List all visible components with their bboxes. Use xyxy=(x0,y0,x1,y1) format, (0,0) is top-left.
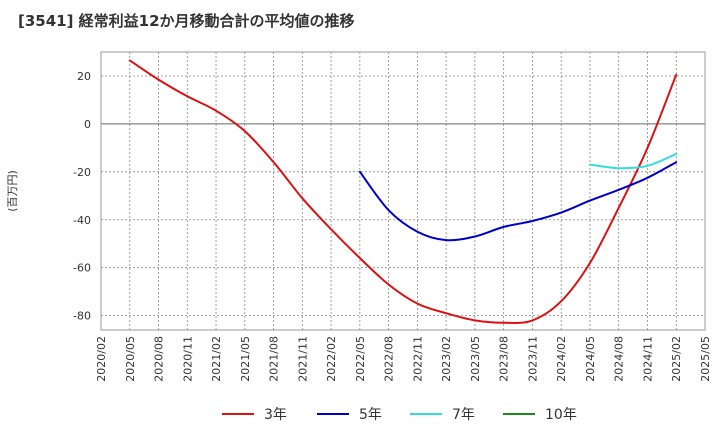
x-tick-label: 2020/08 xyxy=(153,336,166,382)
series-line-1 xyxy=(128,59,678,324)
x-tick-label: 2021/05 xyxy=(239,336,252,382)
x-tick-label: 2020/11 xyxy=(181,336,194,382)
series-lines xyxy=(128,59,678,324)
x-tick-label: 2021/08 xyxy=(268,336,281,382)
x-tick-label: 2021/02 xyxy=(210,336,223,382)
legend-label: 5年 xyxy=(359,407,382,423)
x-tick-label: 2020/05 xyxy=(124,336,137,382)
y-tick-label: -40 xyxy=(73,214,91,227)
x-tick-label: 2025/02 xyxy=(670,336,683,382)
series-line-3 xyxy=(589,152,678,170)
chart-title: [3541] 経常利益12か月移動合計の平均値の推移 xyxy=(18,12,355,30)
legend-label: 3年 xyxy=(264,407,287,423)
axes: 2020/02 2020/05 2020/08 2020/11 2021/02 2021/… xyxy=(6,51,712,382)
x-tick-label: 2023/08 xyxy=(498,336,511,382)
legend-label: 10年 xyxy=(545,407,577,423)
x-tick-label: 2022/02 xyxy=(325,336,338,382)
x-tick-label: 2023/02 xyxy=(440,336,453,382)
x-tick-label: 2025/05 xyxy=(699,336,712,382)
legend-label: 7年 xyxy=(452,407,475,423)
x-tick-label: 2024/08 xyxy=(613,336,626,382)
y-tick-label: -60 xyxy=(73,262,91,275)
x-tick-label: 2022/05 xyxy=(354,336,367,382)
x-tick-label: 2024/02 xyxy=(555,336,568,382)
x-tick-label: 2023/05 xyxy=(469,336,482,382)
plot-border xyxy=(100,51,706,331)
x-tick-label: 2022/08 xyxy=(383,336,396,382)
y-tick-label: 20 xyxy=(77,70,91,83)
x-tick-label: 2024/11 xyxy=(641,336,654,382)
legend-item-4: 10年 xyxy=(503,407,577,423)
legend-item-2: 5年 xyxy=(317,407,382,423)
series-line-2 xyxy=(358,161,678,242)
x-tick-label: 2022/11 xyxy=(411,336,424,382)
legend-item-3: 7年 xyxy=(410,407,475,423)
x-tick-label: 2021/11 xyxy=(296,336,309,382)
x-tick-label: 2024/05 xyxy=(584,336,597,382)
x-tick-label: 2020/02 xyxy=(95,336,108,382)
y-axis-label: (百万円) xyxy=(6,170,19,212)
y-tick-label: 0 xyxy=(84,118,91,131)
y-tick-label: -80 xyxy=(73,310,91,323)
legend: 3年 5年 7年 10年 xyxy=(222,407,577,423)
legend-item-1: 3年 xyxy=(222,407,287,423)
y-tick-label: -20 xyxy=(73,166,91,179)
grid xyxy=(101,52,705,330)
x-tick-label: 2023/11 xyxy=(526,336,539,382)
